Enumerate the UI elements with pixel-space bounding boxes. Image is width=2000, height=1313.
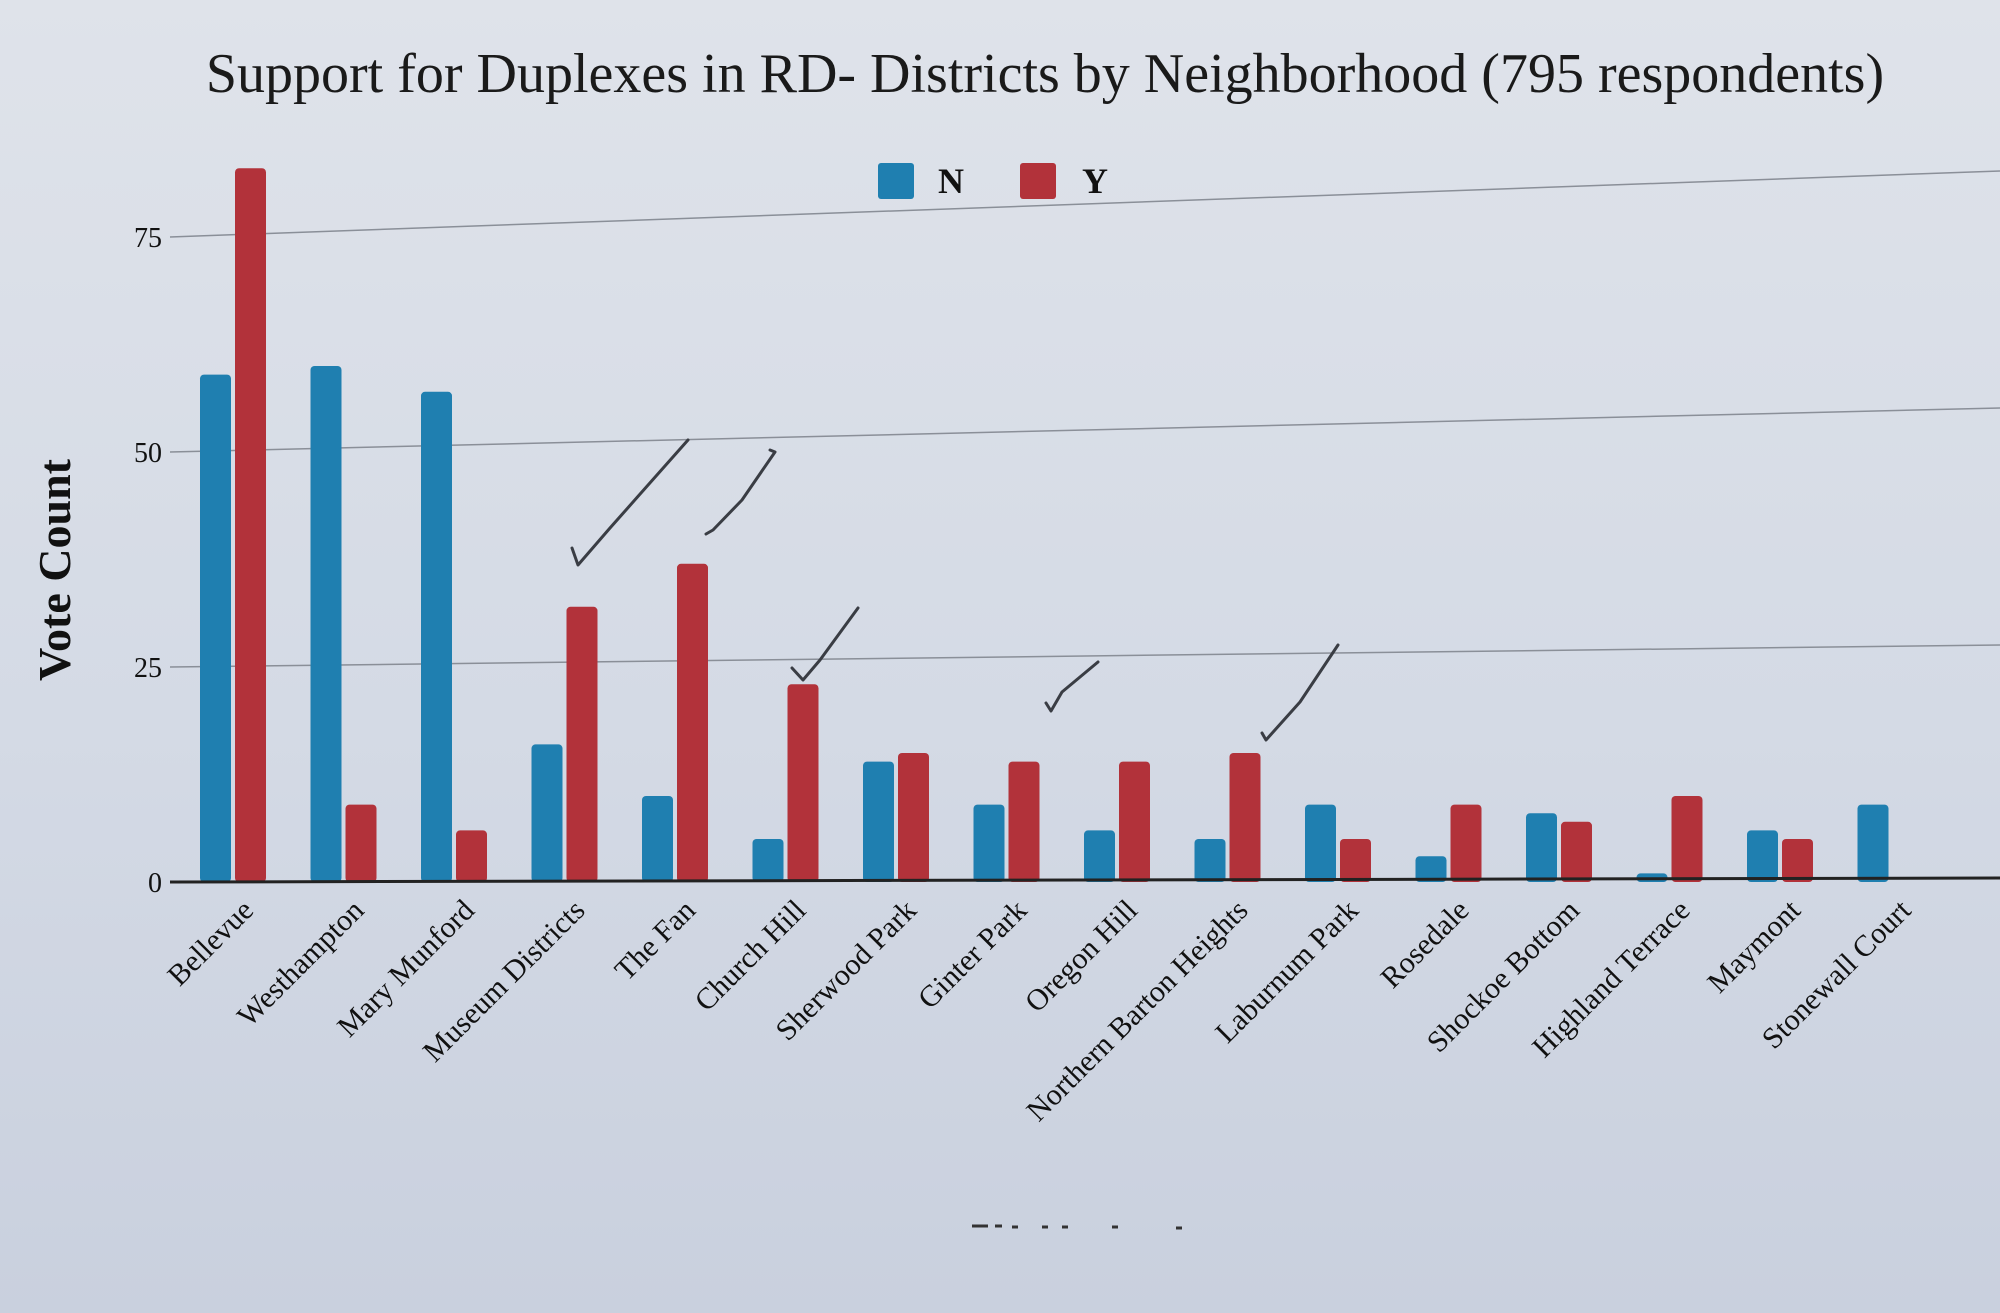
y-tick-label: 75 (134, 223, 162, 254)
x-tick-label: The Fan (609, 894, 702, 987)
bar-sherwood-park-n (863, 761, 894, 882)
chart-title: Support for Duplexes in RD- Districts by… (206, 43, 1884, 105)
bar-the-fan-y (677, 563, 708, 882)
gridline-75 (169, 170, 2000, 238)
bar-maymont-n (1747, 830, 1778, 882)
y-tick-label: 50 (134, 438, 162, 469)
bar-museum-districts-y (566, 606, 598, 882)
bar-laburnum-park-y (1340, 839, 1371, 882)
checkmark-icon (1260, 643, 1340, 742)
bar-bellevue-n (200, 374, 231, 882)
bar-church-hill-n (752, 839, 784, 882)
legend-label-y: Y (1082, 161, 1108, 201)
x-tick-label: Maymont (1701, 893, 1807, 999)
bar-laburnum-park-n (1305, 804, 1336, 882)
bar-mary-munford-n (421, 391, 452, 882)
bar-museum-districts-n (531, 744, 563, 882)
handwritten-checkmarks (570, 438, 1340, 742)
legend-label-n: N (938, 161, 964, 201)
bar-northern-barton-heights-y (1229, 753, 1261, 882)
y-axis-label: Vote Count (29, 458, 80, 681)
bar-shockoe-bottom-y (1561, 821, 1592, 882)
checkmark-icon (570, 438, 690, 567)
bar-oregon-hill-n (1084, 830, 1115, 882)
bar-rosedale-y (1450, 804, 1482, 882)
bar-oregon-hill-y (1119, 761, 1150, 882)
x-tick-label: Rosedale (1374, 894, 1475, 995)
x-tick-label: Ginter Park (912, 894, 1034, 1016)
checkmark-icon (704, 448, 777, 536)
gridline-25 (169, 644, 2000, 668)
bar-ginter-park-n (973, 804, 1005, 882)
y-tick-label: 0 (148, 868, 162, 899)
bar-highland-terrace-y (1671, 796, 1703, 882)
bar-rosedale-n (1415, 856, 1447, 882)
bar-shockoe-bottom-n (1526, 813, 1557, 882)
legend: N Y (878, 161, 1108, 201)
x-tick-label: Bellevue (161, 894, 260, 993)
x-tick-label: Northern Barton Heights (1020, 894, 1254, 1128)
legend-swatch-y (1020, 163, 1056, 199)
bar-mary-munford-y (456, 830, 487, 882)
footer-dashes (972, 1224, 1182, 1230)
gridline-50 (169, 407, 2000, 453)
y-tick-labels: 0 25 50 75 (134, 223, 162, 899)
bar-northern-barton-heights-n (1194, 839, 1226, 882)
legend-swatch-n (878, 163, 914, 199)
x-axis-line (169, 876, 2000, 884)
bar-westhampton-n (310, 366, 342, 882)
bar-church-hill-y (787, 684, 819, 882)
checkmark-icon (790, 606, 860, 682)
bars (200, 168, 1889, 882)
bar-sherwood-park-y (898, 753, 929, 882)
checkmark-icon (1044, 660, 1100, 713)
bar-maymont-y (1782, 839, 1813, 882)
bar-westhampton-y (345, 804, 377, 882)
bar-ginter-park-y (1008, 761, 1040, 882)
bar-the-fan-n (642, 796, 673, 882)
bar-stonewall-court-n (1857, 804, 1889, 882)
bar-bellevue-y (235, 168, 266, 882)
y-tick-label: 25 (134, 653, 162, 684)
gridlines (169, 170, 2000, 668)
